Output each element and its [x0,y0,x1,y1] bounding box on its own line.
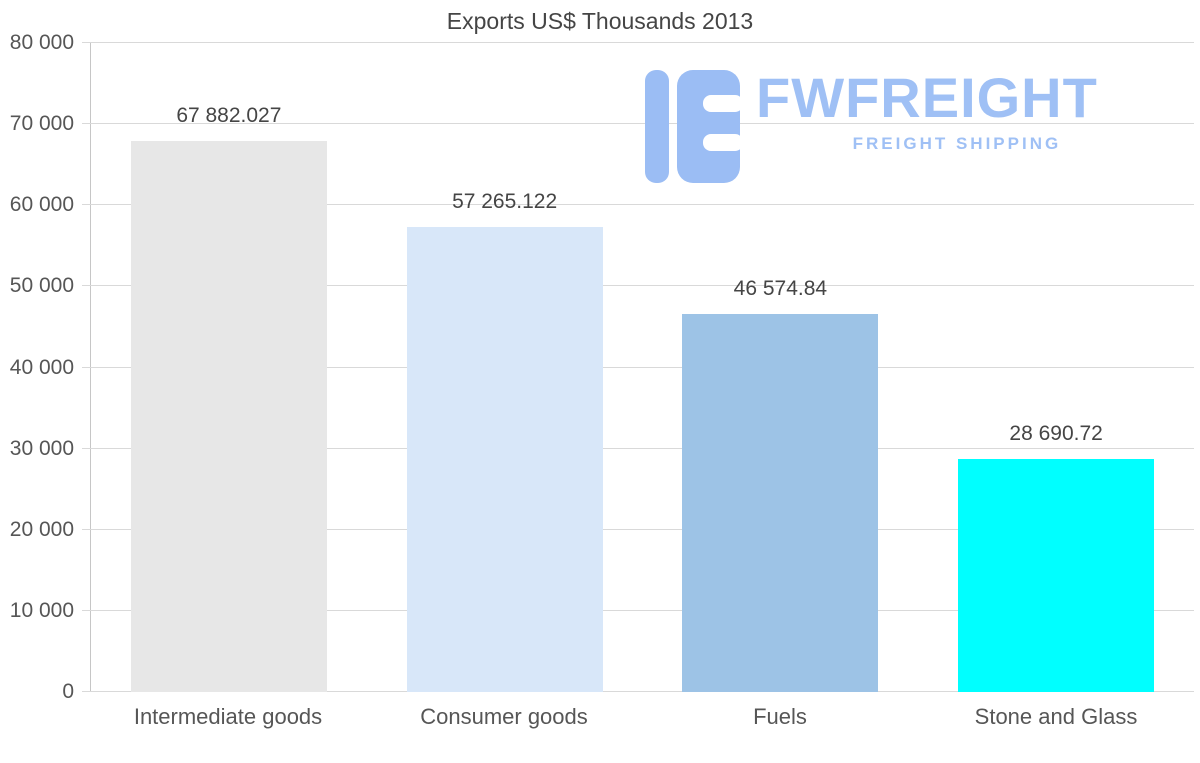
x-axis-category-label-intermediate-goods: Intermediate goods [133,704,323,729]
y-axis-tick-label: 70 000 [9,112,74,136]
gridline [82,447,1194,449]
bar-stone-and-glass [958,459,1154,692]
bar-value-label-stone-and-glass: 28 690.72 [1009,422,1103,446]
gridline [82,123,1194,125]
fwfreight-logo: FWFREIGHT FREIGHT SHIPPING [645,70,1098,188]
y-axis-tick-label: 80 000 [9,31,74,54]
x-axis-category-label-stone-and-glass: Stone and Glass [974,704,1138,729]
y-axis-tick-label: 30 000 [9,436,74,460]
bar-intermediate-goods [130,141,327,692]
x-axis: Intermediate goods Consumer goods Fuels Sto… [90,704,1194,738]
y-axis-tick-label: 0 [62,680,74,703]
logo-name: FWFREIGHT [756,66,1098,129]
gridline [82,609,1194,611]
x-axis-category-label-fuels: Fuels [753,704,807,729]
bar-fuels [682,314,879,692]
bar-consumer-goods [406,227,603,692]
gridline [82,528,1194,530]
bar-slot-consumer-goods: 57 265.122 [367,43,643,692]
gridline [82,691,1194,692]
chart-title: Exports US$ Thousands 2013 [446,8,754,34]
y-axis: 0 10 000 20 000 30 000 40 000 50 000 60 000 70 … [0,31,74,703]
gridline [82,366,1194,368]
bar-value-label-fuels: 46 574.84 [733,277,828,301]
gridline [82,204,1194,206]
gridline [82,285,1194,287]
fwfreight-logo-icon [645,70,743,188]
plot-area: 67 882.027 57 265.122 46 574.84 28 690.72 [82,42,1194,692]
y-axis-tick-label: 50 000 [9,274,74,298]
y-axis-tick-label: 60 000 [9,193,74,217]
bar-slot-intermediate-goods: 67 882.027 [91,43,367,692]
bar-value-label-intermediate-goods: 67 882.027 [176,104,282,128]
logo-tagline: FREIGHT SHIPPING [852,134,1062,153]
y-axis-tick-label: 40 000 [9,355,74,379]
y-axis-tick-label: 10 000 [9,598,74,622]
logo-text: FWFREIGHT FREIGHT SHIPPING [756,70,1098,154]
bar-slot-stone-and-glass: 28 690.72 [918,43,1194,692]
bar-value-label-consumer-goods: 57 265.122 [452,190,558,214]
bar-slot-fuels: 46 574.84 [643,43,919,692]
x-axis-category-label-consumer-goods: Consumer goods [420,704,588,729]
y-axis-tick-label: 20 000 [9,517,74,541]
gridline [82,42,1194,43]
